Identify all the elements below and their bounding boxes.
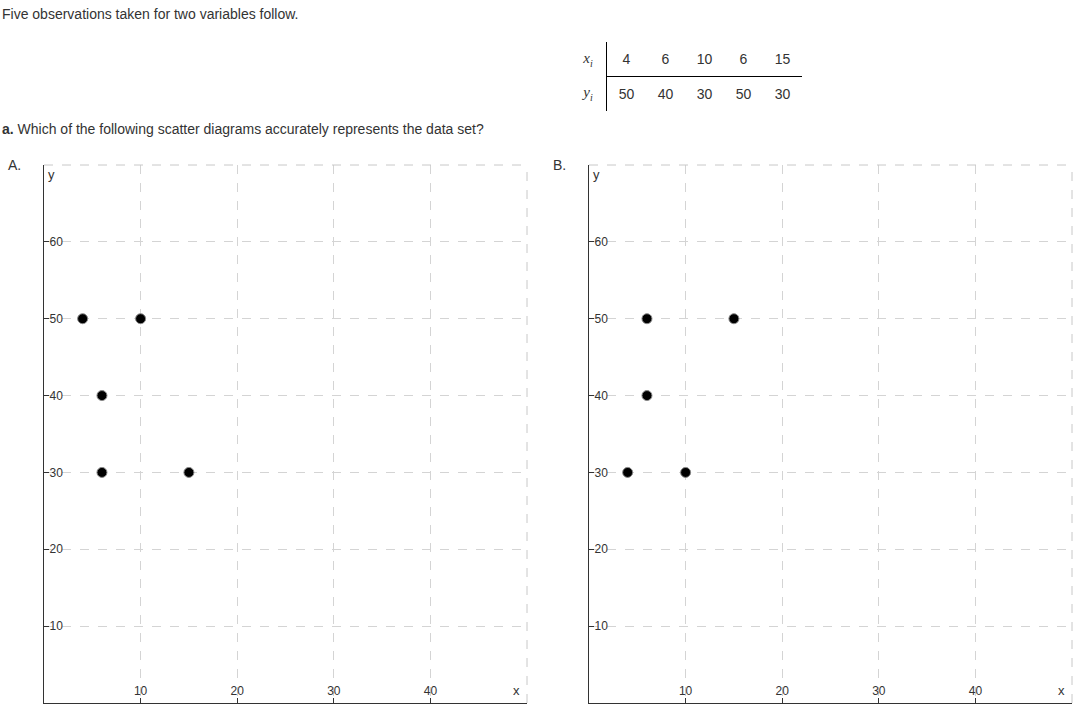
svg-text:20: 20 — [776, 684, 790, 698]
svg-text:30: 30 — [595, 466, 609, 480]
html-text:30: 30 — [774, 86, 791, 102]
svg-text:40: 40 — [595, 389, 609, 403]
html-text:yi: yi — [583, 84, 593, 104]
html-text:4: 4 — [622, 51, 631, 67]
html-text:50: 50 — [618, 86, 635, 102]
html-text:30: 30 — [696, 86, 713, 102]
html-text:15: 15 — [774, 51, 791, 67]
html-text:6: 6 — [661, 51, 670, 67]
svg-text:x: x — [513, 683, 520, 698]
svg-text:20: 20 — [595, 542, 609, 556]
html-text:10: 10 — [696, 51, 713, 67]
svg-text:10: 10 — [134, 684, 148, 698]
html-text:B.: B. — [553, 157, 567, 173]
svg-text:x: x — [1058, 683, 1065, 698]
html-text:40: 40 — [657, 86, 674, 102]
html-text:xi: xi — [583, 49, 593, 69]
svg-text:10: 10 — [50, 619, 64, 633]
html-text:50: 50 — [735, 86, 752, 102]
svg-text:10: 10 — [679, 684, 693, 698]
svg-text:50: 50 — [50, 312, 64, 326]
svg-text:40: 40 — [424, 684, 438, 698]
svg-text:30: 30 — [50, 466, 64, 480]
svg-text:20: 20 — [231, 684, 245, 698]
svg-text:y: y — [593, 167, 600, 182]
html-text:a. Which of the following scat: a. Which of the following scatter diagra… — [2, 121, 484, 137]
svg-text:y: y — [48, 167, 55, 182]
svg-text:20: 20 — [50, 542, 64, 556]
svg-text:40: 40 — [969, 684, 983, 698]
html-text:Five observations taken for tw: Five observations taken for two variable… — [2, 6, 299, 22]
svg-text:10: 10 — [595, 619, 609, 633]
svg-text:50: 50 — [595, 312, 609, 326]
svg-text:30: 30 — [872, 684, 886, 698]
svg-text:60: 60 — [50, 235, 64, 249]
svg-text:40: 40 — [50, 389, 64, 403]
html-text:6: 6 — [739, 51, 748, 67]
svg-text:60: 60 — [595, 235, 609, 249]
html-text:A.: A. — [8, 157, 22, 173]
svg-text:30: 30 — [327, 684, 341, 698]
